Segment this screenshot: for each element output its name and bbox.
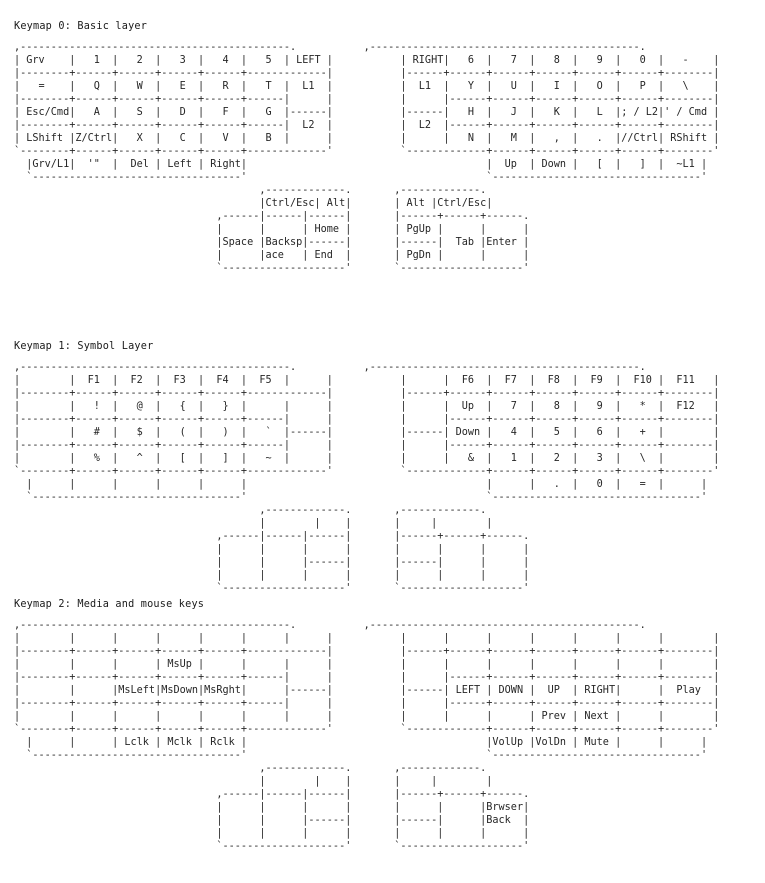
layer-2-thumb-clusters: ,-------------. ,-------------. | | | | …	[216, 763, 530, 852]
layer-1-title-spacer	[0, 353, 765, 361]
layer-1-main-diagram: ,---------------------------------------…	[14, 362, 720, 503]
layer-2-title-spacer	[0, 611, 765, 619]
layer-2-title: Keymap 2: Media and mouse keys	[14, 599, 205, 610]
layer-1-thumb-clusters: ,-------------. ,-------------. | | | | …	[216, 505, 530, 594]
layer-0-title-spacer	[0, 33, 765, 41]
layer-0-thumb-clusters: ,-------------. ,-------------. |Ctrl/Es…	[216, 185, 530, 274]
keymap-layer-0: Keymap 0: Basic layer ,-----------------…	[0, 20, 765, 275]
layer-1-title: Keymap 1: Symbol Layer	[14, 341, 154, 352]
layer-0-title: Keymap 0: Basic layer	[14, 21, 148, 32]
keymap-layer-2: Keymap 2: Media and mouse keys ,--------…	[0, 598, 765, 853]
layer-2-main-diagram: ,---------------------------------------…	[14, 620, 720, 761]
keymap-layer-1: Keymap 1: Symbol Layer ,----------------…	[0, 340, 765, 595]
layer-0-main-diagram: ,---------------------------------------…	[14, 42, 720, 183]
